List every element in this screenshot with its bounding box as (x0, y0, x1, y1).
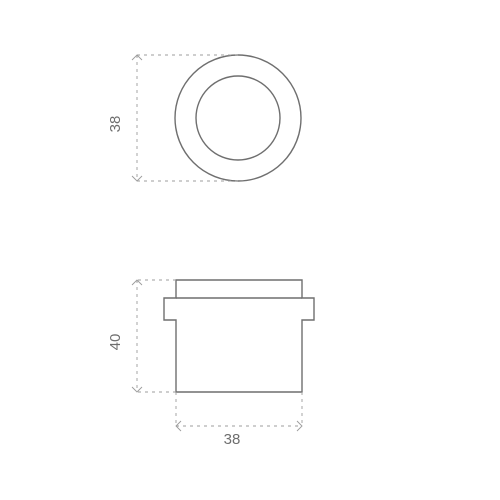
front-view (164, 280, 314, 392)
dim-top-diameter: 38 (107, 116, 124, 133)
dim-front-height: 40 (107, 334, 124, 351)
front-outline (164, 280, 314, 392)
top-view (175, 55, 301, 181)
inner-circle (196, 76, 280, 160)
technical-drawing: 38 40 38 (0, 0, 500, 500)
outer-circle (175, 55, 301, 181)
dim-front-width: 38 (224, 431, 241, 448)
